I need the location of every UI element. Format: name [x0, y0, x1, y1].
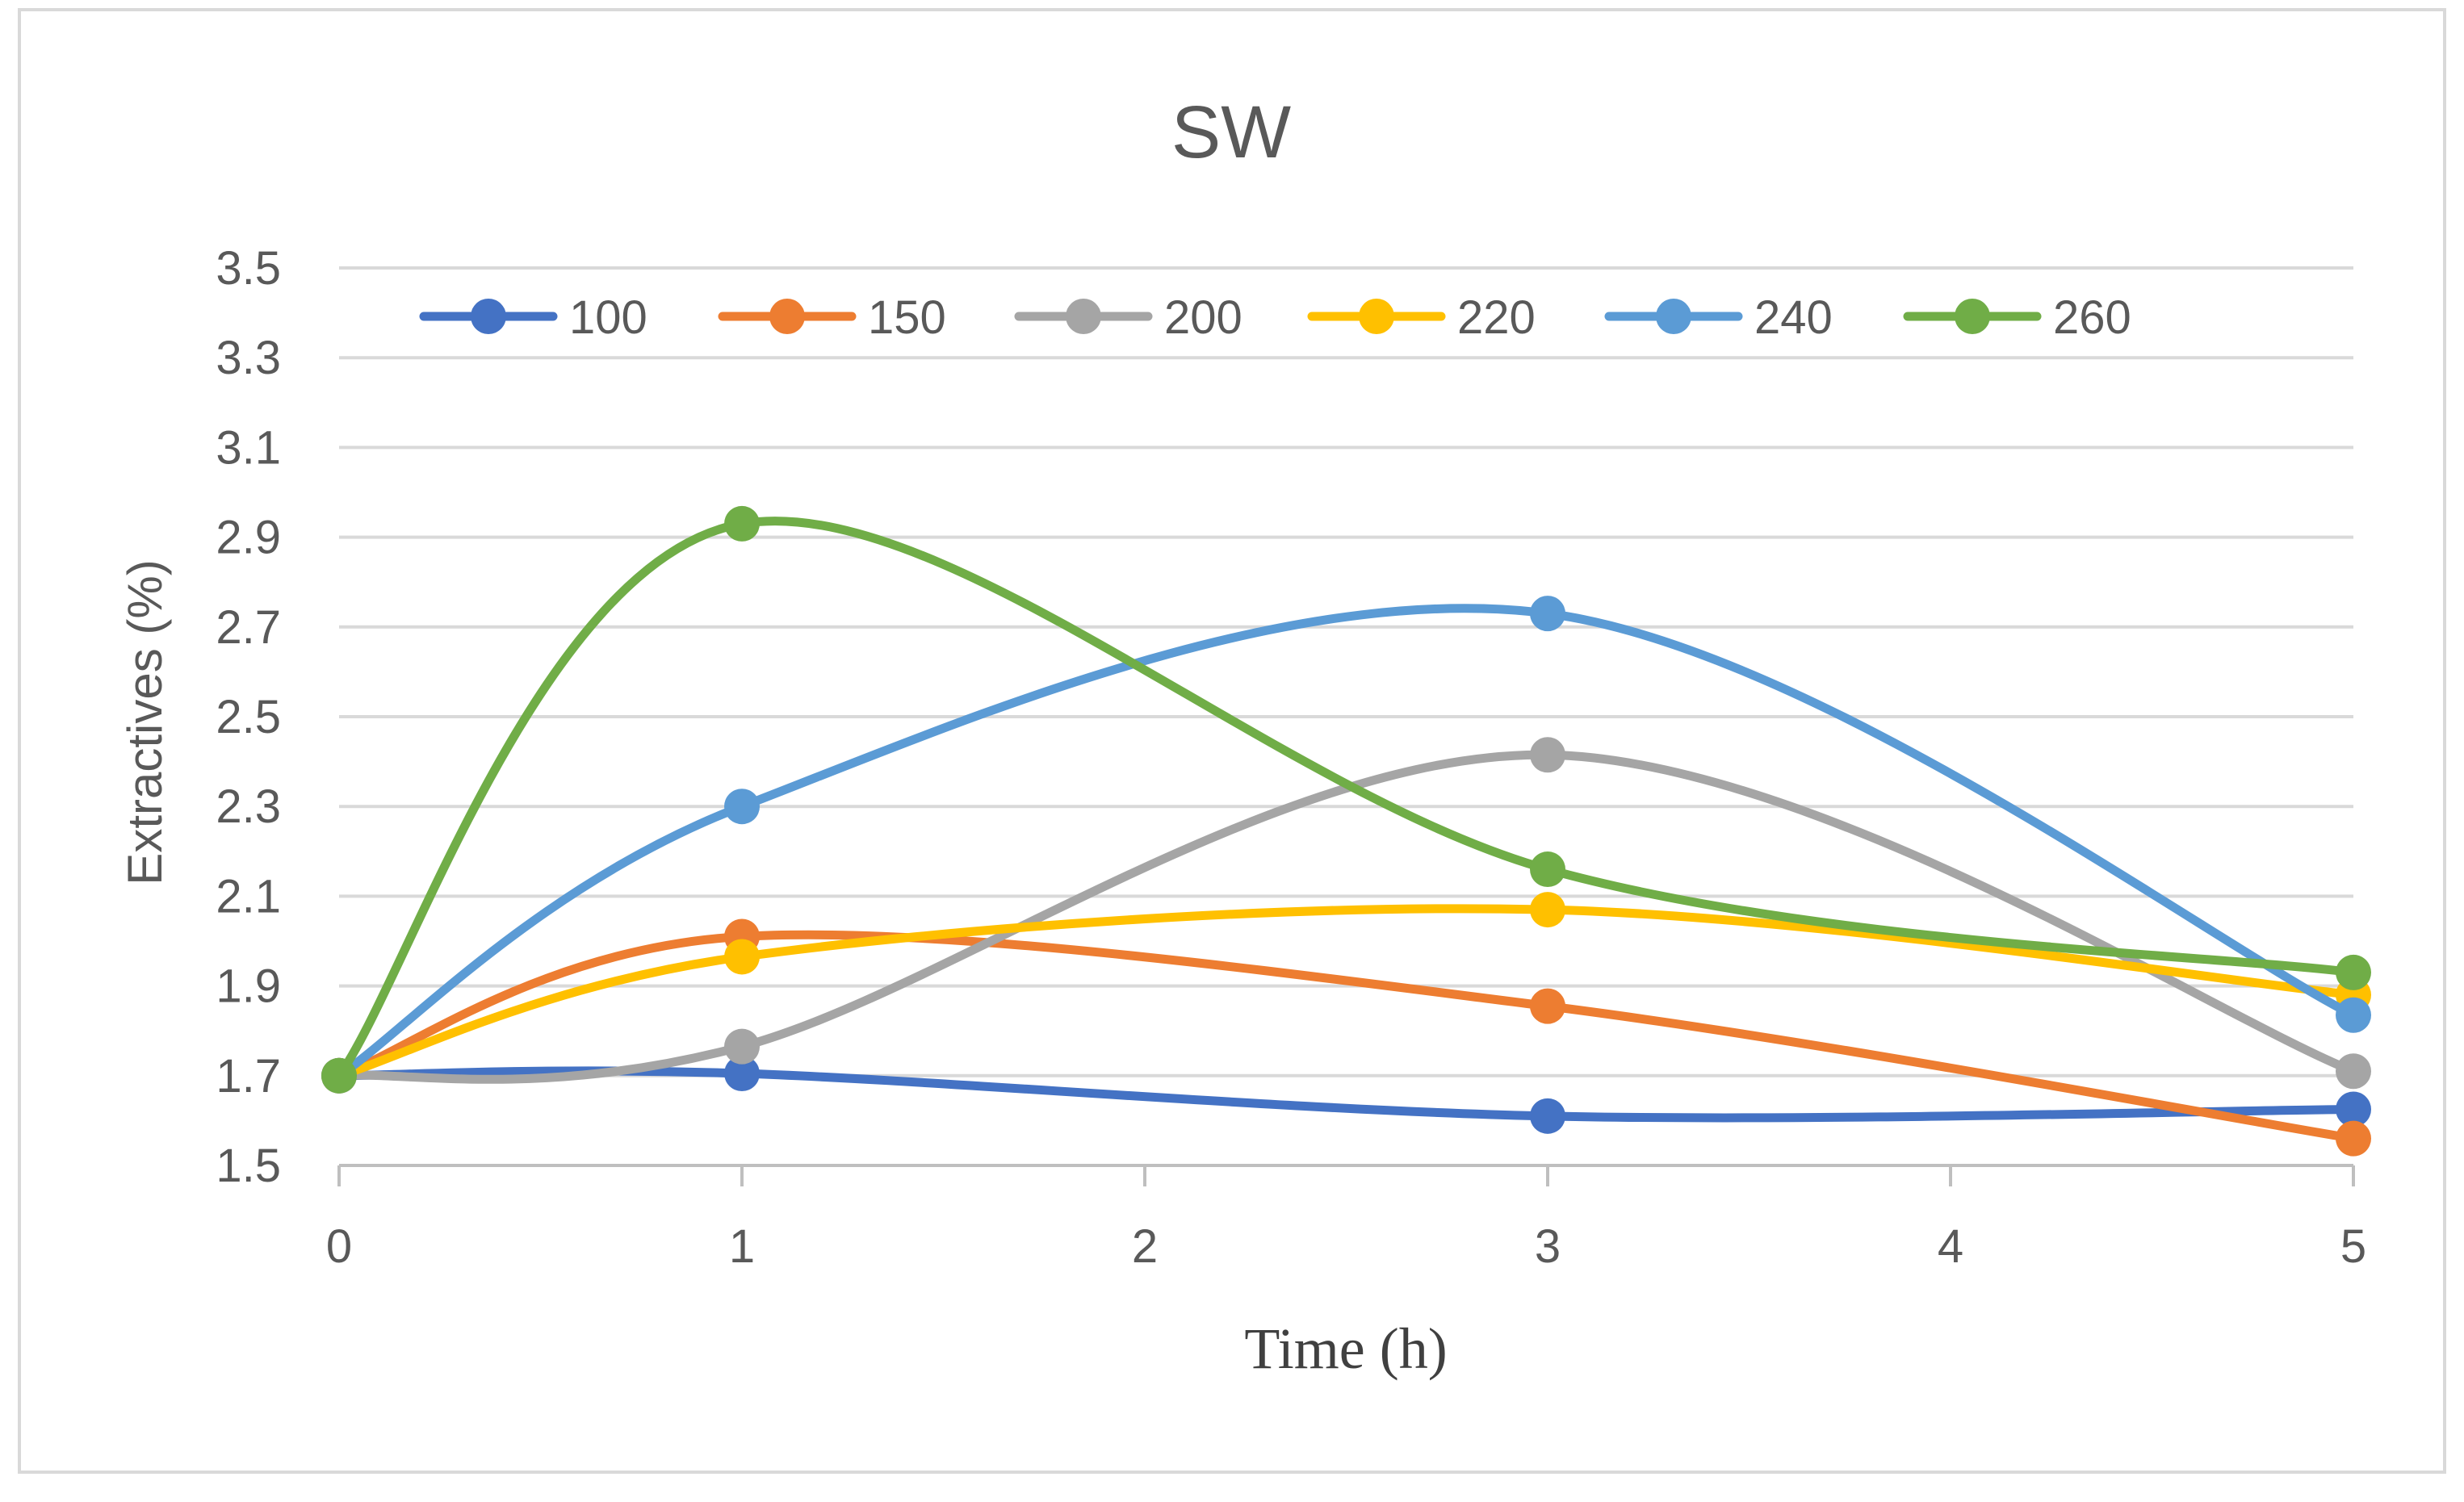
- series-260: [321, 505, 2371, 1094]
- x-tick-label: 5: [2340, 1220, 2366, 1273]
- legend-marker: [769, 299, 805, 334]
- data-point: [1530, 1098, 1565, 1134]
- series-line: [334, 604, 2358, 1081]
- y-tick-label: 2.5: [216, 691, 281, 743]
- series: [321, 505, 2371, 1157]
- data-point: [1530, 892, 1565, 928]
- legend-item-240: 240: [1604, 291, 1833, 344]
- legend-item-100: 100: [419, 291, 647, 344]
- legend-item-260: 260: [1903, 291, 2131, 344]
- series-line: [334, 1066, 2358, 1123]
- y-tick-label: 1.5: [216, 1140, 281, 1192]
- x-axis-title: Time (h): [1244, 1316, 1447, 1381]
- legend-item-150: 150: [718, 291, 946, 344]
- legend-label: 260: [2053, 291, 2131, 344]
- axes: 1.5 1.7 1.9 2.1 2.3 2.5 2.7 2.9 3.1 3.3 3.5 0 1 2 3 4 5: [216, 242, 2366, 1273]
- y-tick-label: 3.3: [216, 332, 281, 384]
- y-tick-label: 3.5: [216, 242, 281, 295]
- series-line: [334, 517, 2358, 1081]
- data-point: [724, 1028, 760, 1065]
- legend-label: 150: [868, 291, 946, 344]
- data-point: [724, 1056, 760, 1092]
- legend-marker: [1359, 299, 1394, 334]
- data-point: [1530, 596, 1565, 632]
- chart-frame: [18, 8, 2446, 1474]
- series-200: [321, 737, 2371, 1094]
- y-axis-title: Extractives (%): [118, 559, 172, 885]
- y-tick-label: 2.1: [216, 870, 281, 923]
- data-point: [1530, 988, 1565, 1024]
- gridlines: [339, 266, 2353, 1077]
- y-tick-label: 1.9: [216, 960, 281, 1013]
- legend: 100 150 200 220 240 260: [419, 291, 2131, 344]
- data-point: [2336, 954, 2371, 990]
- data-point: [321, 1057, 357, 1094]
- data-point: [724, 789, 760, 825]
- legend-marker: [1066, 299, 1101, 334]
- data-point: [1530, 851, 1565, 888]
- series-line: [334, 750, 2358, 1084]
- x-tick-label: 2: [1132, 1220, 1158, 1273]
- data-point: [2336, 997, 2371, 1033]
- x-tick-label: 0: [326, 1220, 352, 1273]
- series-line: [334, 904, 2358, 1081]
- x-tick-label: 4: [1938, 1220, 1963, 1273]
- data-point: [724, 939, 760, 975]
- legend-item-220: 220: [1307, 291, 1536, 344]
- chart-title: SW: [1171, 91, 1291, 174]
- legend-label: 200: [1164, 291, 1242, 344]
- data-point: [2336, 1053, 2371, 1090]
- data-point: [2336, 1091, 2371, 1128]
- legend-marker: [471, 299, 506, 334]
- legend-item-200: 200: [1014, 291, 1242, 344]
- x-tick-label: 1: [729, 1220, 755, 1273]
- y-tick-label: 2.3: [216, 780, 281, 833]
- data-point: [724, 505, 760, 542]
- legend-label: 240: [1754, 291, 1833, 344]
- legend-marker: [1955, 299, 1990, 334]
- legend-marker: [1656, 299, 1691, 334]
- y-tick-label: 2.7: [216, 601, 281, 654]
- legend-label: 220: [1457, 291, 1536, 344]
- x-tick-label: 3: [1535, 1220, 1561, 1273]
- y-tick-label: 3.1: [216, 421, 281, 474]
- y-tick-label: 2.9: [216, 512, 281, 564]
- y-tick-label: 1.7: [216, 1050, 281, 1102]
- data-point: [2336, 1120, 2371, 1157]
- legend-label: 100: [569, 291, 647, 344]
- data-point: [1530, 737, 1565, 773]
- series-line: [334, 930, 2358, 1144]
